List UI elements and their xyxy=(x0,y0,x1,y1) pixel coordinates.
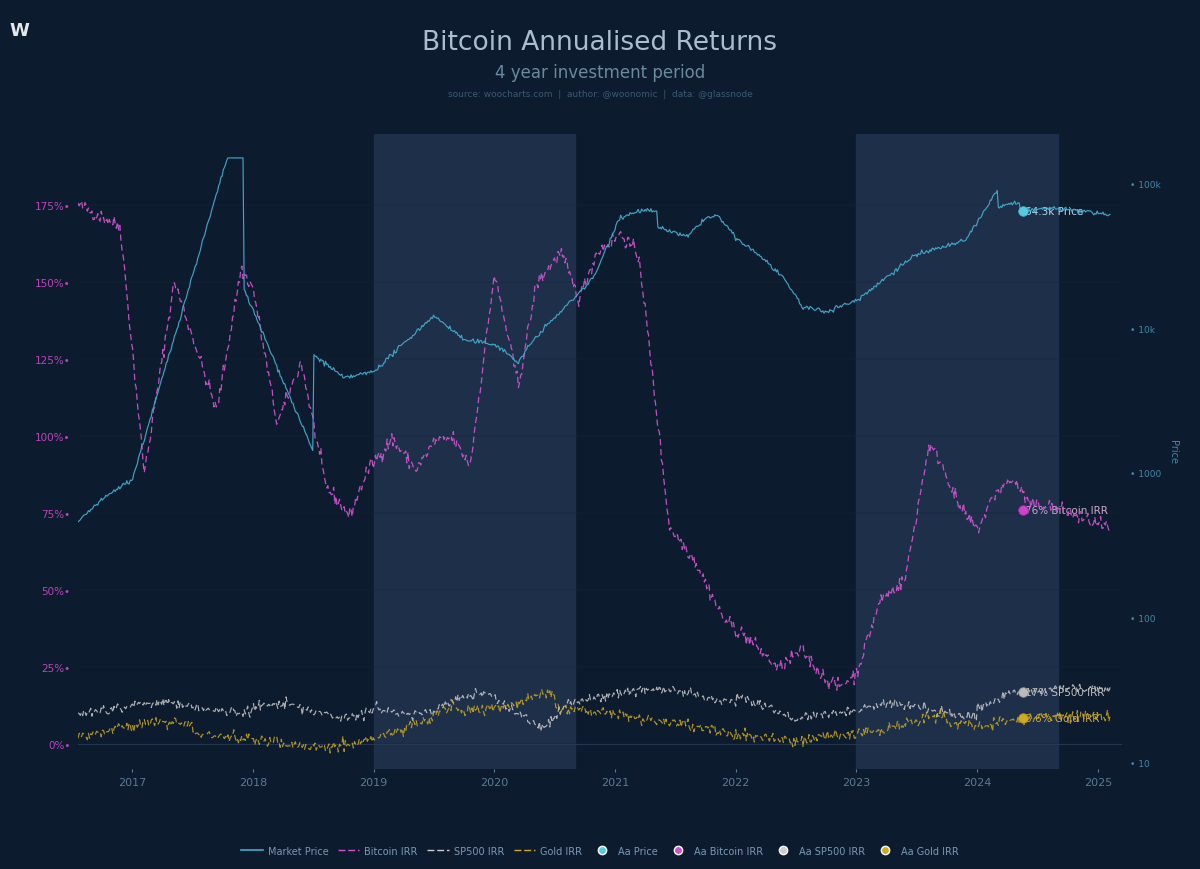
Legend: Market Price, Bitcoin IRR, SP500 IRR, Gold IRR, Aa Price, Aa Bitcoin IRR, Aa SP5: Market Price, Bitcoin IRR, SP500 IRR, Go… xyxy=(238,842,962,859)
Text: source: woocharts.com  |  author: @woonomic  |  data: @glassnode: source: woocharts.com | author: @woonomi… xyxy=(448,90,752,98)
Text: 17% SP500 IRR: 17% SP500 IRR xyxy=(1026,687,1105,697)
Text: 8.6% Gold IRR: 8.6% Gold IRR xyxy=(1026,713,1100,723)
Text: Bitcoin Annualised Returns: Bitcoin Annualised Returns xyxy=(422,30,778,56)
Text: W: W xyxy=(10,22,30,40)
Y-axis label: Price: Price xyxy=(1168,440,1177,464)
Text: 76% Bitcoin IRR: 76% Bitcoin IRR xyxy=(1026,506,1109,515)
Bar xyxy=(857,135,1058,769)
Text: 64.3k Price: 64.3k Price xyxy=(1026,207,1084,217)
Text: 4 year investment period: 4 year investment period xyxy=(494,64,706,83)
Bar xyxy=(373,135,575,769)
